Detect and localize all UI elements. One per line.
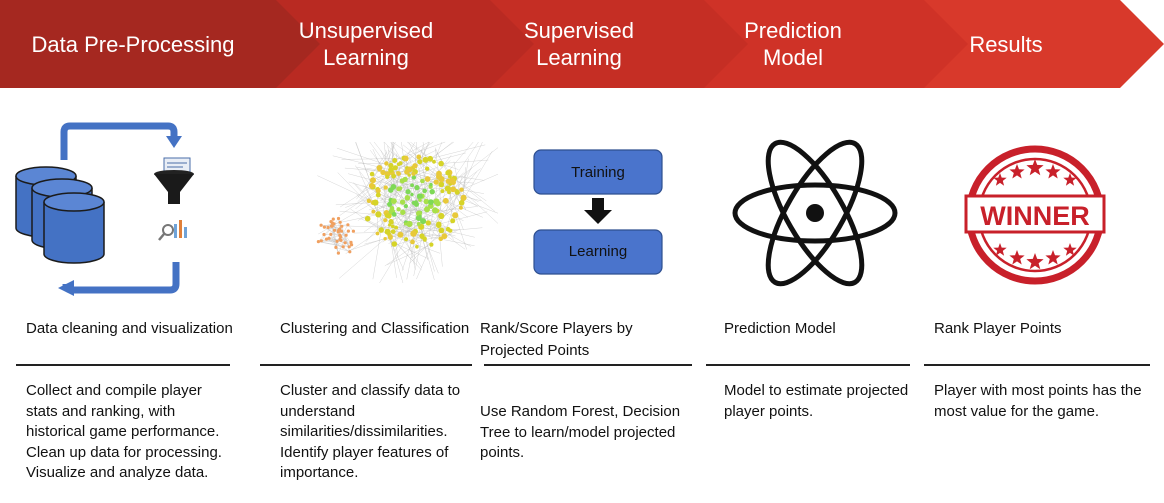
- cycle-arrows-icon: [58, 122, 182, 296]
- column-description-ranking: Use Random Forest, Decision Tree to lear…: [480, 403, 681, 461]
- step-title-data-preprocessing: Data Pre-Processing: [31, 31, 235, 57]
- learning-box: [533, 229, 663, 275]
- winner-stamp-text: WINNER: [980, 201, 1090, 231]
- column-description-clustering: Cluster and classify data to understand …: [280, 382, 461, 481]
- step-arrow-4: [232, 0, 534, 88]
- learning-label: Learning: [569, 243, 627, 260]
- column-divider-2: [260, 364, 472, 366]
- column-heading-preprocessing: Data cleaning and visualization: [26, 320, 233, 337]
- network-cluster-icon: [316, 141, 499, 284]
- column-heading-ranking: Rank/Score Players by Projected Points: [480, 320, 633, 359]
- training-label: Training: [571, 164, 625, 181]
- column-divider-1: [16, 364, 230, 366]
- supervised-flow-diagram: Training Learning: [533, 149, 663, 275]
- column-description-results: Player with most points has the most val…: [934, 382, 1142, 420]
- step-arrow-3: [446, 0, 748, 88]
- down-arrow-icon: [584, 198, 612, 224]
- column-description-preprocessing: Collect and compile player stats and ran…: [26, 382, 222, 481]
- column-heading-prediction: Prediction Model: [724, 320, 836, 337]
- funnel-icon: [154, 157, 194, 204]
- column-divider-4: [706, 364, 910, 366]
- column-divider-5: [924, 364, 1150, 366]
- process-banner: [0, 0, 1164, 88]
- atom-icon: [732, 139, 898, 287]
- step-arrow-1: [880, 0, 1164, 88]
- winner-stamp-icon: WINNER: [964, 145, 1106, 285]
- database-icon: [15, 166, 105, 264]
- analytics-icon: [158, 220, 187, 241]
- column-heading-clustering: Clustering and Classification: [280, 320, 470, 337]
- step-arrow-2: [660, 0, 968, 88]
- column-description-prediction: Model to estimate projected player point…: [724, 382, 909, 420]
- step-title-results: Results: [969, 31, 1043, 57]
- data-preprocessing-illustration: [15, 122, 194, 296]
- column-heading-results: Rank Player Points: [934, 320, 1062, 337]
- step-arrow-5: [0, 0, 320, 88]
- training-box: [533, 149, 663, 195]
- column-divider-3: [484, 364, 692, 366]
- step-title-unsupervised-learning: Unsupervised Learning: [298, 18, 434, 70]
- step-title-prediction-model: Prediction Model: [744, 18, 842, 70]
- step-title-supervised-learning: Supervised Learning: [523, 18, 635, 70]
